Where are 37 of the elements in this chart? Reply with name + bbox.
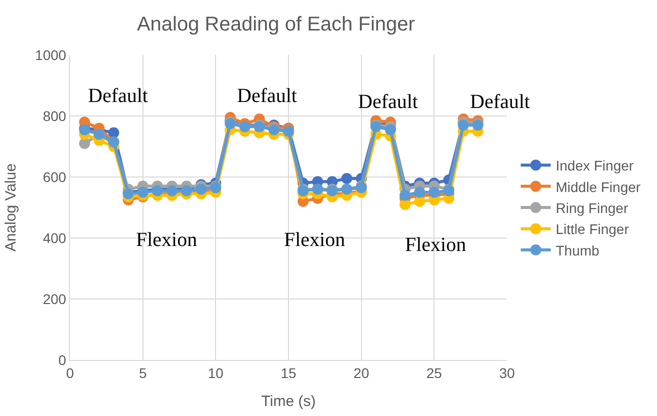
y-tick-label: 600	[42, 168, 66, 185]
y-tick-label: 0	[58, 352, 66, 368]
point	[341, 173, 352, 184]
point	[400, 198, 411, 210]
x-tick-label: 25	[426, 364, 442, 381]
annotation: Flexion	[405, 234, 466, 256]
x-tick-label: 5	[138, 364, 147, 381]
annotation: Flexion	[136, 229, 198, 251]
x-axis-title: Time (s)	[261, 392, 316, 410]
point	[414, 196, 426, 207]
point	[196, 184, 207, 195]
x-tick-label: 15	[280, 364, 296, 381]
y-axis-title: Analog Value	[2, 163, 20, 252]
y-tick-label: 400	[42, 230, 66, 246]
x-tick-label: 30	[499, 364, 515, 381]
annotation: Flexion	[284, 229, 346, 251]
point	[384, 124, 396, 136]
y-tick-label: 200	[42, 290, 66, 307]
legend-label: Index Finger	[556, 158, 634, 174]
legend-label: Middle Finger	[556, 178, 641, 195]
point	[400, 190, 411, 201]
legend-label: Thumb	[556, 242, 600, 258]
x-tick-label: 10	[208, 364, 224, 381]
point	[79, 138, 90, 149]
y-tick-label: 800	[42, 108, 66, 124]
point	[414, 186, 426, 198]
point	[428, 186, 440, 198]
legend-label: Ring Finger	[556, 200, 628, 216]
y-tick-label: 1000	[35, 46, 66, 63]
x-tick-label: 20	[354, 364, 370, 381]
chart-title: Analog Reading of Each Finger	[136, 14, 416, 36]
legend-label: Little Finger	[556, 221, 630, 238]
annotation: Default	[470, 91, 530, 113]
annotation: Default	[237, 85, 298, 107]
annotation: Default	[358, 91, 418, 113]
point	[458, 120, 469, 131]
annotation: Default	[88, 85, 148, 107]
